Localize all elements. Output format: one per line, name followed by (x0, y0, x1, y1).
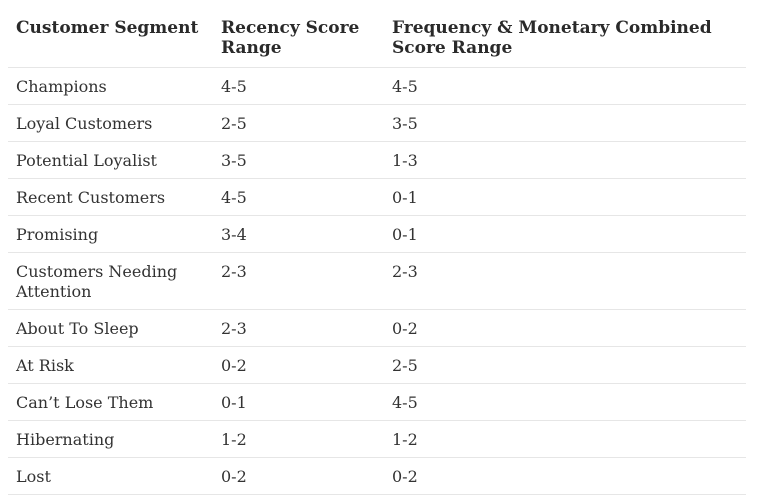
fm-cell: 0-2 (392, 319, 418, 338)
fm-cell: 2-5 (392, 356, 418, 375)
fm-cell: 1-2 (392, 430, 418, 449)
table-row: About To Sleep 2-3 0-2 (8, 310, 746, 347)
table-row: Recent Customers 4-5 0-1 (8, 179, 746, 216)
fm-cell: 1-3 (392, 151, 418, 170)
header-recency-score-range: Recency Score Range (221, 18, 360, 58)
recency-cell: 2-3 (221, 262, 247, 281)
table-header-row: Customer Segment Recency Score Range Fre… (8, 12, 746, 68)
table-row: Loyal Customers 2-5 3-5 (8, 105, 746, 142)
recency-cell: 3-4 (221, 225, 247, 244)
fm-cell: 0-2 (392, 467, 418, 486)
recency-cell: 2-5 (221, 114, 247, 133)
recency-cell: 4-5 (221, 77, 247, 96)
fm-cell: 4-5 (392, 393, 418, 412)
table-row: Can’t Lose Them 0-1 4-5 (8, 384, 746, 421)
recency-cell: 3-5 (221, 151, 247, 170)
recency-cell: 1-2 (221, 430, 247, 449)
fm-cell: 0-1 (392, 225, 418, 244)
header-frequency-monetary-range: Frequency & Monetary Combined Score Rang… (392, 18, 712, 58)
table-row: At Risk 0-2 2-5 (8, 347, 746, 384)
fm-cell: 4-5 (392, 77, 418, 96)
recency-cell: 0-2 (221, 467, 247, 486)
segment-cell: Hibernating (16, 430, 115, 449)
fm-cell: 3-5 (392, 114, 418, 133)
segment-table: Customer Segment Recency Score Range Fre… (8, 12, 746, 495)
table-row: Hibernating 1-2 1-2 (8, 421, 746, 458)
segment-cell: Promising (16, 225, 99, 244)
header-customer-segment: Customer Segment (16, 18, 199, 38)
segment-cell: Customers Needing Attention (16, 262, 178, 301)
segment-cell: Can’t Lose Them (16, 393, 154, 412)
recency-cell: 2-3 (221, 319, 247, 338)
segment-cell: At Risk (16, 356, 74, 375)
recency-cell: 4-5 (221, 188, 247, 207)
segment-cell: About To Sleep (16, 319, 139, 338)
table-row: Promising 3-4 0-1 (8, 216, 746, 253)
segment-cell: Recent Customers (16, 188, 166, 207)
recency-cell: 0-1 (221, 393, 247, 412)
segment-cell: Potential Loyalist (16, 151, 157, 170)
table-row: Potential Loyalist 3-5 1-3 (8, 142, 746, 179)
table-row: Lost 0-2 0-2 (8, 458, 746, 495)
segment-cell: Loyal Customers (16, 114, 153, 133)
table-row: Champions 4-5 4-5 (8, 68, 746, 105)
fm-cell: 2-3 (392, 262, 418, 281)
segment-cell: Champions (16, 77, 107, 96)
recency-cell: 0-2 (221, 356, 247, 375)
table-row: Customers Needing Attention 2-3 2-3 (8, 253, 746, 310)
fm-cell: 0-1 (392, 188, 418, 207)
segment-cell: Lost (16, 467, 51, 486)
